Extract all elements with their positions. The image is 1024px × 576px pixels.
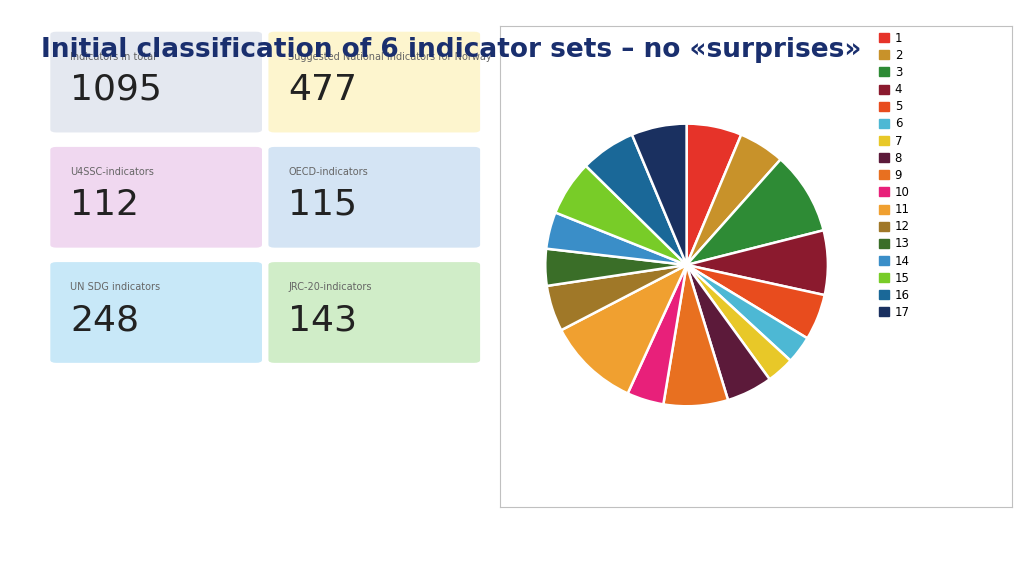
Text: JRC-20-indicators: JRC-20-indicators: [289, 282, 372, 292]
FancyBboxPatch shape: [50, 147, 262, 248]
Legend: 1, 2, 3, 4, 5, 6, 7, 8, 9, 10, 11, 12, 13, 14, 15, 16, 17: 1, 2, 3, 4, 5, 6, 7, 8, 9, 10, 11, 12, 1…: [880, 32, 909, 319]
Wedge shape: [632, 124, 687, 265]
Wedge shape: [561, 265, 686, 393]
Wedge shape: [686, 265, 807, 361]
Wedge shape: [664, 265, 728, 406]
Wedge shape: [686, 124, 741, 265]
Wedge shape: [555, 166, 686, 265]
Wedge shape: [686, 265, 824, 338]
FancyBboxPatch shape: [268, 262, 480, 363]
FancyBboxPatch shape: [50, 262, 262, 363]
FancyBboxPatch shape: [268, 32, 480, 132]
Text: KS: KS: [897, 538, 915, 551]
Text: Indicators in total: Indicators in total: [71, 52, 157, 62]
Wedge shape: [628, 265, 686, 404]
Wedge shape: [686, 160, 823, 265]
Wedge shape: [547, 265, 686, 330]
FancyBboxPatch shape: [50, 32, 262, 132]
Text: 143: 143: [289, 303, 357, 337]
Text: 115: 115: [289, 188, 357, 222]
Text: OECD-indicators: OECD-indicators: [289, 167, 369, 177]
Text: 112: 112: [71, 188, 139, 222]
Text: 477: 477: [289, 73, 357, 107]
Text: Initial classification of 6 indicator sets – no «surprises»: Initial classification of 6 indicator se…: [41, 37, 861, 63]
FancyBboxPatch shape: [268, 147, 480, 248]
Text: 1095: 1095: [71, 73, 162, 107]
Wedge shape: [686, 230, 828, 295]
Wedge shape: [686, 135, 780, 265]
Text: UN SDG indicators: UN SDG indicators: [71, 282, 161, 292]
Text: U4SSC-indicators: U4SSC-indicators: [71, 167, 155, 177]
Text: 248: 248: [71, 303, 139, 337]
Wedge shape: [686, 265, 791, 379]
Wedge shape: [546, 213, 686, 265]
Wedge shape: [686, 265, 770, 400]
Wedge shape: [586, 135, 686, 265]
Wedge shape: [545, 249, 686, 286]
Text: Suggested National Indicators for Norway: Suggested National Indicators for Norway: [289, 52, 493, 62]
